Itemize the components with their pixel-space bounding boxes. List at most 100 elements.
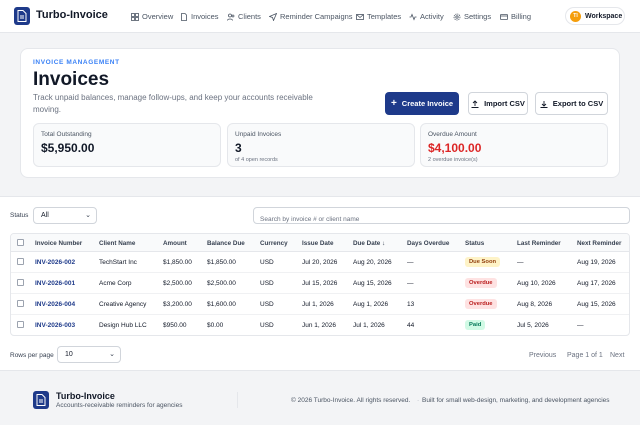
nav-label: Reminder Campaigns	[280, 12, 353, 21]
status-badge: Paid	[465, 320, 486, 330]
export-csv-button[interactable]: Export to CSV	[535, 92, 608, 115]
client-name: Design Hub LLC	[99, 322, 147, 329]
import-csv-button[interactable]: Import CSV	[468, 92, 528, 115]
column-header[interactable]: Last Reminder	[517, 240, 561, 247]
search-field[interactable]	[253, 207, 630, 227]
table-row[interactable]: INV-2026-003 Design Hub LLC $950.00 $0.0…	[11, 315, 629, 335]
amount: $3,200.00	[163, 301, 192, 308]
nav-activity[interactable]: Activity	[409, 12, 444, 21]
create-invoice-label: Create Invoice	[401, 99, 454, 108]
column-header[interactable]: Client Name	[99, 240, 136, 247]
issue-date: Jun 1, 2026	[302, 322, 336, 329]
due-date: Aug 15, 2026	[353, 280, 392, 287]
due-date: Aug 20, 2026	[353, 259, 392, 266]
status-filter-label: Status	[10, 212, 29, 219]
nav-label: Settings	[464, 12, 492, 21]
page-header-card: INVOICE MANAGEMENT Invoices Track unpaid…	[20, 48, 620, 178]
row-checkbox[interactable]	[17, 300, 24, 307]
stat-value: $5,950.00	[41, 141, 95, 155]
invoice-link[interactable]: INV-2026-001	[35, 280, 76, 287]
previous-page-button[interactable]: Previous	[529, 352, 557, 359]
page-subtitle: Track unpaid balances, manage follow-ups…	[33, 93, 313, 114]
invoices-table: Invoice Number Client Name Amount Balanc…	[10, 233, 630, 336]
table-row[interactable]: INV-2026-002 TechStart Inc $1,850.00 $1,…	[11, 252, 629, 273]
table-row[interactable]: INV-2026-001 Acme Corp $2,500.00 $2,500.…	[11, 273, 629, 294]
stat-overdue-amount: Overdue Amount $4,100.00 2 overdue invoi…	[420, 123, 608, 167]
nav-label: Overview	[142, 12, 174, 21]
next-reminder: Aug 19, 2026	[577, 259, 616, 266]
next-page-button[interactable]: Next	[610, 352, 625, 359]
client-name: Acme Corp	[99, 280, 132, 287]
file-icon	[181, 12, 187, 21]
nav-settings[interactable]: Settings	[453, 12, 491, 21]
row-checkbox[interactable]	[17, 321, 24, 328]
next-reminder: Aug 17, 2026	[577, 280, 616, 287]
select-all-checkbox[interactable]	[17, 239, 24, 246]
column-header[interactable]: Amount	[163, 240, 187, 247]
next-reminder: —	[577, 322, 584, 329]
send-icon	[269, 12, 277, 21]
row-checkbox[interactable]	[17, 279, 24, 286]
nav-label: Templates	[367, 12, 402, 21]
chevron-down-icon: ⌄	[109, 351, 115, 358]
row-checkbox[interactable]	[17, 258, 24, 265]
due-date: Aug 1, 2026	[353, 301, 389, 308]
column-header-sorted[interactable]: Due Date ↓	[353, 240, 386, 247]
last-reminder: Jul 5, 2026	[517, 322, 549, 329]
nav-label: Activity	[420, 12, 444, 21]
nav-invoices[interactable]: Invoices	[180, 12, 219, 21]
upload-icon	[471, 99, 479, 108]
amount: $950.00	[163, 322, 187, 329]
grid-icon	[131, 12, 139, 21]
invoice-link[interactable]: INV-2026-004	[35, 301, 76, 308]
page-eyebrow: INVOICE MANAGEMENT	[33, 59, 120, 66]
nav-templates[interactable]: Templates	[356, 12, 401, 21]
stat-value: 3	[235, 141, 242, 155]
column-header[interactable]: Currency	[260, 240, 288, 247]
page-title: Invoices	[33, 69, 110, 90]
column-header[interactable]: Balance Due	[207, 240, 245, 247]
workspace-switcher[interactable]: TI Workspace	[565, 7, 625, 25]
table-row[interactable]: INV-2026-004 Creative Agency $3,200.00 $…	[11, 294, 629, 315]
stat-label: Unpaid Invoices	[235, 131, 282, 138]
footer-separator: ·	[417, 397, 420, 404]
rows-per-page-select[interactable]: 10 ⌄	[57, 346, 121, 363]
invoice-link[interactable]: INV-2026-003	[35, 322, 76, 329]
activity-icon	[409, 12, 417, 21]
status-badge: Overdue	[465, 299, 497, 309]
currency: USD	[260, 259, 274, 266]
balance-due: $2,500.00	[207, 280, 236, 287]
column-header[interactable]: Invoice Number	[35, 240, 83, 247]
nav-reminder-campaigns[interactable]: Reminder Campaigns	[269, 12, 353, 21]
balance-due: $1,600.00	[207, 301, 236, 308]
nav-clients[interactable]: Clients	[227, 12, 261, 21]
invoices-table-card: Status All ⌄ Invoice Number Client Name …	[0, 196, 640, 371]
download-icon	[540, 100, 548, 108]
footer-tagline: Accounts-receivable reminders for agenci…	[56, 402, 183, 409]
avatar: TI	[570, 11, 581, 22]
column-header[interactable]: Next Reminder	[577, 240, 622, 247]
days-overdue: —	[407, 280, 414, 287]
client-name: Creative Agency	[99, 301, 147, 308]
column-header[interactable]: Issue Date	[302, 240, 334, 247]
days-overdue: 13	[407, 301, 415, 308]
due-date: Jul 1, 2026	[353, 322, 385, 329]
column-header[interactable]: Days Overdue	[407, 240, 450, 247]
invoice-link[interactable]: INV-2026-002	[35, 259, 76, 266]
column-header[interactable]: Status	[465, 240, 485, 247]
import-csv-label: Import CSV	[484, 99, 525, 108]
nav-overview[interactable]: Overview	[131, 12, 173, 21]
nav-billing[interactable]: Billing	[500, 12, 531, 21]
export-csv-label: Export to CSV	[552, 99, 604, 108]
stat-label: Overdue Amount	[428, 131, 477, 138]
footer-brand: Turbo-Invoice	[56, 391, 115, 401]
status-badge: Overdue	[465, 278, 497, 288]
status-filter-select[interactable]: All ⌄	[33, 207, 97, 224]
app-logo-icon[interactable]	[14, 7, 30, 25]
days-overdue: —	[407, 259, 414, 266]
amount: $1,850.00	[163, 259, 192, 266]
create-invoice-button[interactable]: + Create Invoice	[385, 92, 459, 115]
brand-name[interactable]: Turbo-Invoice	[36, 9, 108, 21]
search-input[interactable]	[254, 212, 629, 227]
top-nav: Turbo-Invoice Overview Invoices Clients …	[0, 0, 640, 33]
